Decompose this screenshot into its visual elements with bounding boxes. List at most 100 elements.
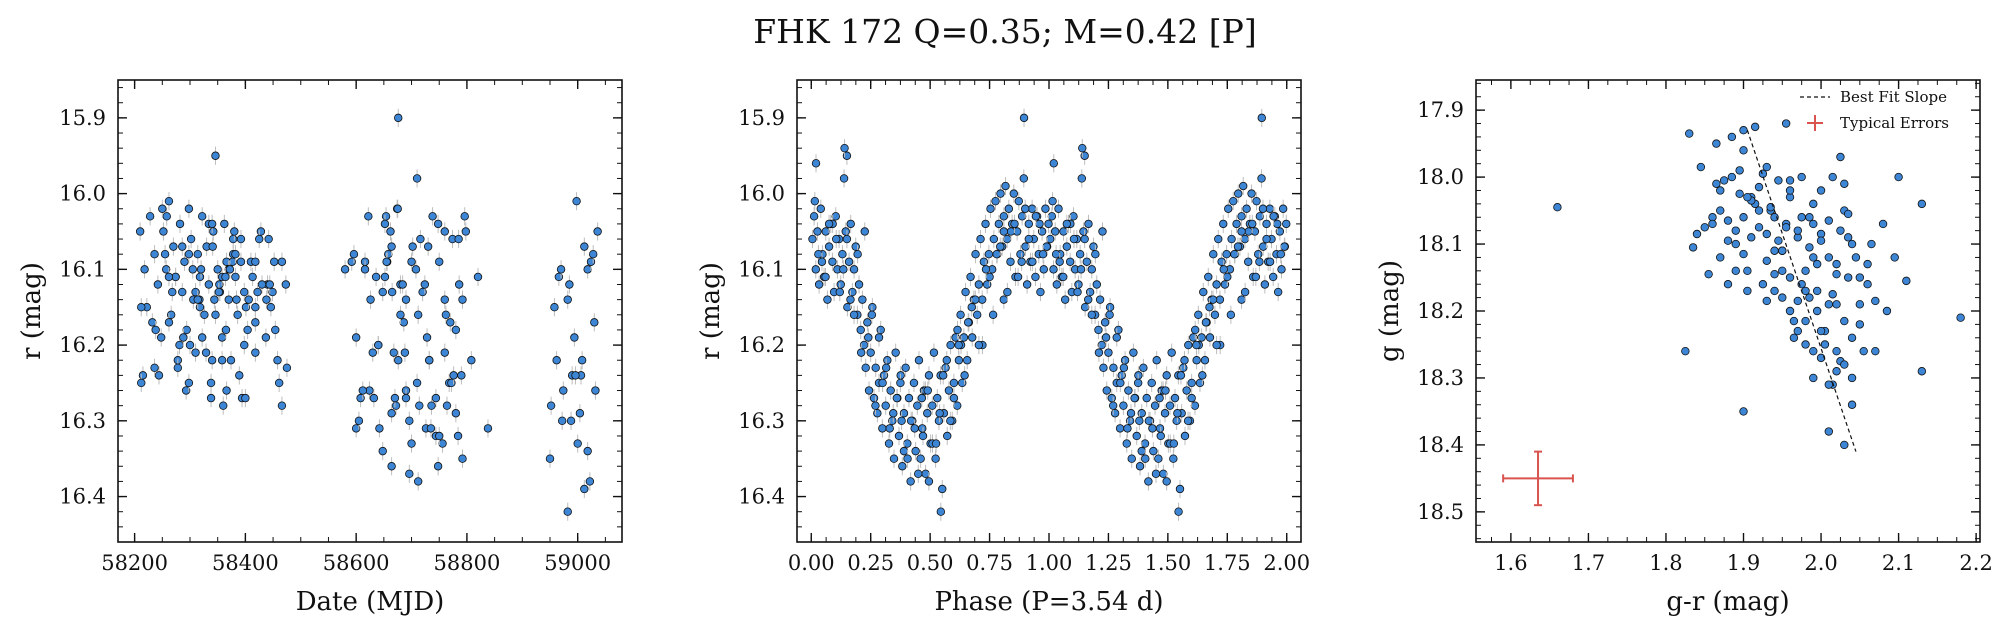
data-point xyxy=(1119,401,1128,410)
data-point xyxy=(1789,333,1799,342)
data-point xyxy=(1187,393,1196,403)
data-point xyxy=(483,424,493,433)
data-point xyxy=(1182,386,1191,395)
data-point xyxy=(1172,416,1181,426)
data-point xyxy=(1104,348,1113,357)
data-point xyxy=(1079,227,1088,236)
data-point xyxy=(1224,204,1233,213)
data-point xyxy=(399,318,408,327)
data-point xyxy=(1175,484,1185,494)
data-point xyxy=(235,371,244,380)
data-point xyxy=(1209,249,1218,259)
data-point xyxy=(433,219,443,229)
data-point xyxy=(222,386,231,395)
data-point xyxy=(1743,192,1752,202)
data-point xyxy=(856,325,865,335)
data-point xyxy=(451,409,461,418)
data-point xyxy=(387,462,396,471)
data-point xyxy=(145,212,155,221)
data-point xyxy=(1847,239,1857,249)
data-point xyxy=(1122,439,1131,448)
data-point xyxy=(1101,333,1111,342)
data-point xyxy=(1778,246,1787,255)
data-point xyxy=(412,174,422,183)
data-point xyxy=(200,310,209,319)
data-point xyxy=(458,295,467,304)
data-point xyxy=(1155,393,1164,403)
data-point xyxy=(1716,206,1725,215)
light-curve-panel: 58200 58400 58600 58800 59000 15.9 16.0 16.1 16.… xyxy=(17,79,623,617)
data-point xyxy=(1553,203,1562,212)
data-point xyxy=(265,280,274,289)
data-point xyxy=(924,371,934,380)
data-point xyxy=(178,287,187,297)
data-point xyxy=(1248,219,1257,229)
data-point xyxy=(1108,401,1118,410)
data-point xyxy=(1035,219,1044,229)
y-tick-label: 16.2 xyxy=(59,333,106,357)
data-point xyxy=(1247,189,1256,198)
data-point xyxy=(1055,257,1064,266)
data-point xyxy=(137,378,146,388)
data-point xyxy=(1098,227,1107,236)
data-point xyxy=(1092,280,1101,289)
data-point xyxy=(224,295,233,304)
data-point xyxy=(197,333,207,342)
data-point xyxy=(891,348,900,357)
data-point xyxy=(159,227,168,236)
data-point xyxy=(879,371,889,380)
data-point xyxy=(831,212,840,221)
data-point xyxy=(440,295,449,304)
data-point xyxy=(886,386,895,395)
data-point xyxy=(206,393,216,403)
data-point xyxy=(1100,318,1110,327)
data-point xyxy=(570,333,579,342)
data-point xyxy=(906,416,916,426)
data-point xyxy=(1052,280,1062,289)
data-point xyxy=(1855,300,1865,309)
data-point xyxy=(946,340,955,350)
data-point xyxy=(1233,242,1243,251)
data-point xyxy=(981,219,990,229)
data-point xyxy=(936,507,946,516)
data-point xyxy=(164,272,174,282)
data-point xyxy=(1254,249,1263,259)
data-point xyxy=(1117,371,1126,380)
data-point xyxy=(1692,229,1702,239)
data-point xyxy=(1173,409,1182,418)
data-point xyxy=(563,507,572,516)
data-point xyxy=(591,386,600,395)
data-point xyxy=(411,265,421,274)
data-point xyxy=(909,378,919,388)
data-point xyxy=(1205,303,1214,312)
data-point xyxy=(840,143,849,153)
data-point xyxy=(1127,454,1136,463)
data-point xyxy=(1084,219,1093,229)
data-point xyxy=(979,257,989,266)
data-point xyxy=(435,431,444,441)
data-point xyxy=(196,265,206,274)
data-point xyxy=(240,287,249,297)
x-tick-label: 1.00 xyxy=(1026,551,1073,575)
data-point xyxy=(1017,257,1026,266)
data-point xyxy=(1778,293,1787,302)
data-point xyxy=(1135,416,1144,426)
y-tick-label: 17.9 xyxy=(1417,98,1464,122)
data-point xyxy=(423,242,433,251)
x-tick-label: 58800 xyxy=(434,551,501,575)
data-point xyxy=(559,386,568,395)
data-point xyxy=(1824,427,1833,436)
data-point xyxy=(386,227,395,236)
data-point xyxy=(415,401,424,410)
data-point xyxy=(253,287,262,297)
data-point xyxy=(407,439,416,448)
color-magnitude-panel: 1.6 1.7 1.8 1.9 2.0 2.1 2.2 17.9 18.0 18.1 18.2 18.… xyxy=(1375,79,1993,617)
data-point xyxy=(1192,340,1201,350)
data-point xyxy=(378,287,387,297)
data-point xyxy=(1801,266,1810,276)
data-point xyxy=(878,378,887,388)
data-point xyxy=(274,378,284,388)
data-point xyxy=(217,356,227,365)
y-axis-label: g (mag) xyxy=(1375,260,1405,362)
data-point xyxy=(1159,469,1168,479)
